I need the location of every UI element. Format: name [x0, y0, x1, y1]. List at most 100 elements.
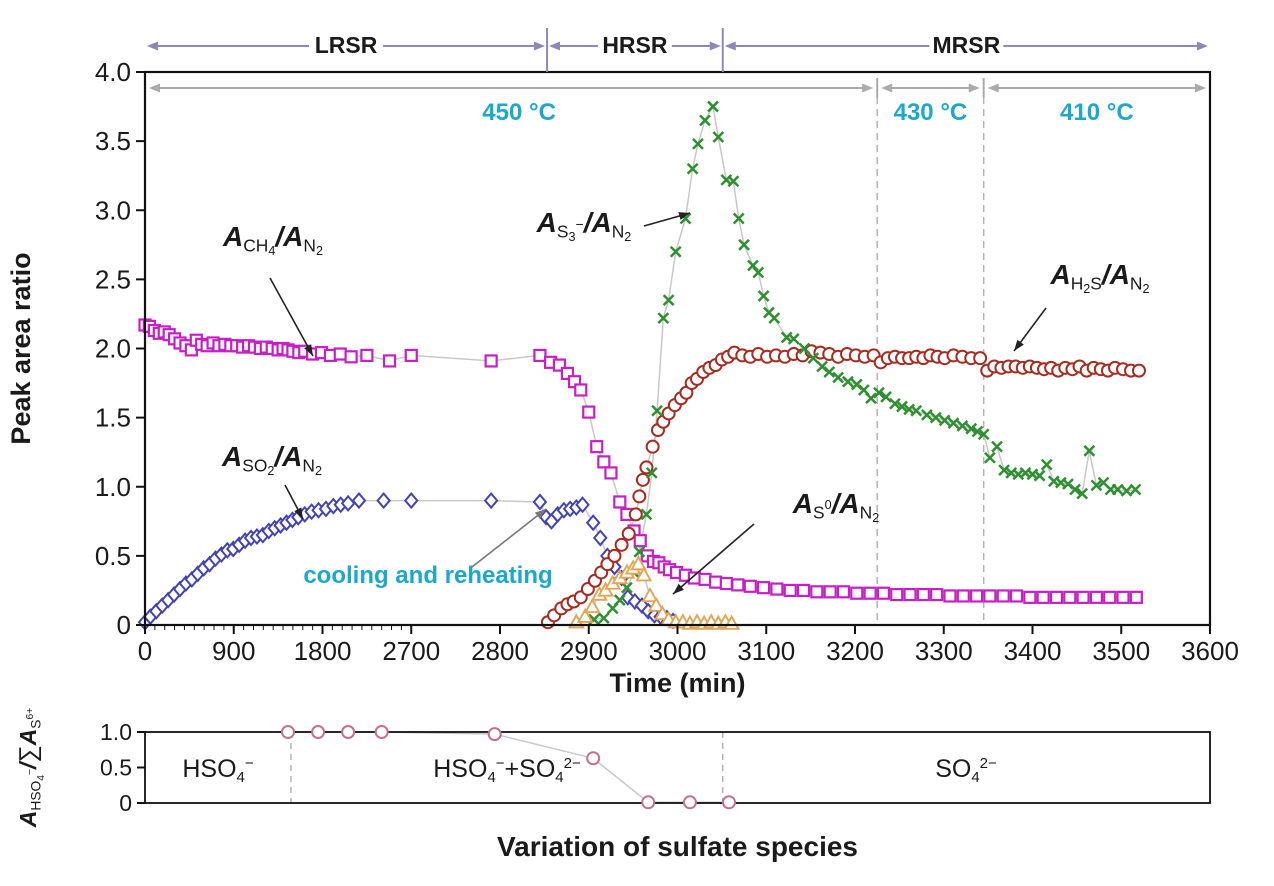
- series-ch4-marker: [1023, 590, 1037, 604]
- series-so2-marker: [575, 496, 590, 514]
- temp-arrow-1: [149, 83, 874, 93]
- x-tick-label: 2900: [560, 636, 618, 666]
- series-ch4-marker: [770, 582, 784, 596]
- region-label-bg: [309, 33, 384, 58]
- series-hso4-fraction-marker: [721, 795, 736, 810]
- series-s3-marker: [873, 386, 885, 399]
- series-s3-marker: [889, 397, 901, 410]
- sulfate-chart: 0 0.5 1.0 HSO4− HSO4−+SO42− SO42− AHSO4−/∑AS6+…: [15, 708, 1211, 862]
- series-s3-marker: [910, 404, 923, 417]
- series-s3-marker: [669, 245, 682, 258]
- ch4-label: ACH4/AN2: [222, 221, 323, 258]
- series-ch4-marker: [360, 348, 374, 363]
- series-ch4-marker: [930, 587, 944, 602]
- series-s0-marker: [641, 587, 659, 603]
- y-axis-title: Peak area ratio: [6, 252, 36, 444]
- top-region-band: LRSR HRSR MRSR: [147, 28, 1208, 72]
- region-arrow-mrsr-left-arrowhead-icon: [724, 41, 736, 51]
- series-s3-marker: [823, 366, 836, 378]
- temp-arrow-1-left-arrowhead-icon: [149, 83, 160, 93]
- region-arrow-lrsr-right-arrowhead-icon: [534, 41, 546, 51]
- series-ch4-marker: [916, 587, 930, 602]
- series-s3-marker: [657, 312, 670, 324]
- series-s3-marker: [787, 332, 800, 345]
- x-tick-label: 3600: [1181, 636, 1239, 666]
- temp-label-3: 410 °C: [1060, 99, 1134, 126]
- series-ch4-marker: [903, 587, 917, 602]
- series-hso4-fraction-marker: [487, 727, 502, 742]
- series-s0-marker: [583, 598, 601, 614]
- s3-label-arrow: [643, 212, 691, 227]
- s3-label: AS3−/AN2: [536, 207, 632, 244]
- series-hso4-fraction-markers: [280, 725, 736, 810]
- series-ch4-marker: [796, 583, 811, 598]
- series-ch4-marker: [533, 348, 547, 363]
- y-tick-label: 0: [117, 610, 131, 640]
- series-s3-marker: [1129, 483, 1142, 496]
- region-label-hrsr: HRSR: [602, 32, 668, 58]
- temp-arrow-3-right-arrowhead-icon: [1195, 83, 1206, 93]
- series-ch4-marker: [633, 534, 647, 548]
- series-s3-marker: [998, 464, 1010, 477]
- series-ch4-marker: [344, 350, 358, 364]
- series-s3-marker: [738, 238, 750, 251]
- series-ch4-marker: [484, 354, 498, 368]
- series-s3-marker: [1120, 485, 1133, 497]
- so2-label: ASO2/AN2: [221, 441, 322, 478]
- series-so2-marker: [483, 492, 499, 510]
- series-s3-markers: [588, 100, 1142, 626]
- x-tick-label: 900: [212, 636, 255, 666]
- so4-region-label: SO42−: [935, 755, 997, 786]
- series-s3-marker: [662, 294, 675, 306]
- series-s3-marker: [1090, 479, 1103, 492]
- series-s0-marker: [647, 596, 665, 612]
- series-s3-marker: [947, 417, 960, 430]
- series-s3-marker: [757, 290, 770, 302]
- series-hso4-fraction-marker: [280, 725, 295, 739]
- x-tick-label: 0: [138, 636, 152, 666]
- series-so2-marker: [592, 529, 608, 547]
- x-tick-label: 2700: [382, 636, 440, 666]
- y-tick-label: 1.0: [95, 472, 131, 502]
- series-h2s-markers: [540, 344, 1146, 630]
- series-ch4-marker: [333, 347, 347, 361]
- series-hso4-fraction-marker: [586, 751, 601, 766]
- region-label-lrsr: LRSR: [315, 32, 378, 58]
- series-ch4-marker: [1049, 590, 1064, 604]
- series-s3-marker: [984, 451, 996, 464]
- series-s3-marker: [1083, 444, 1096, 457]
- series-s3-marker: [633, 545, 646, 558]
- series-s3-marker: [977, 428, 990, 441]
- temp-label-2: 430 °C: [894, 99, 968, 126]
- series-ch4-marker: [783, 583, 797, 598]
- series-s3-marker: [832, 371, 845, 384]
- cooling-label: cooling and reheating: [303, 562, 552, 589]
- temp-arrow-2-left-arrowhead-icon: [881, 83, 893, 93]
- region-label-bg: [597, 33, 672, 58]
- series-ch4-marker: [613, 495, 627, 509]
- series-s3-marker: [1040, 458, 1053, 471]
- s0-label-arrow-line: [672, 523, 755, 595]
- series-ch4-marker: [969, 589, 984, 603]
- h2s-label: AH2S/AN2: [1049, 259, 1149, 296]
- y-tick-label: 0.5: [95, 541, 131, 571]
- x-tick-label: 1800: [294, 636, 352, 666]
- series-s3-marker: [768, 312, 781, 324]
- series-s3-marker: [699, 114, 711, 127]
- series-ch4-marker: [956, 589, 970, 603]
- x-tick-label: 3400: [1004, 636, 1062, 666]
- y-tick-label: 3.5: [95, 126, 131, 156]
- series-s3-marker: [640, 508, 653, 521]
- series-s3-marker: [651, 404, 663, 417]
- temp-arrow-3: [987, 83, 1206, 93]
- series-h2s-marker: [607, 548, 622, 563]
- series-ch4-marker: [404, 348, 418, 363]
- series-ch4-marker: [810, 585, 824, 599]
- series-so2-marker: [376, 492, 391, 510]
- x-tick-label: 3100: [737, 636, 795, 666]
- series-s3-marker: [1069, 483, 1081, 496]
- series-s3-marker: [752, 266, 765, 279]
- sulfate-y-tick-label: 0.5: [100, 755, 132, 781]
- so2-label-arrow: [284, 484, 304, 520]
- sulfate-y-tick-label: 0: [119, 790, 132, 816]
